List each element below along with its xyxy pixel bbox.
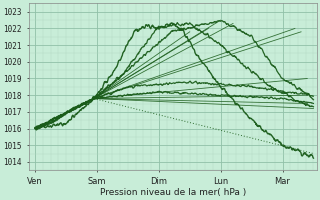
X-axis label: Pression niveau de la mer( hPa ): Pression niveau de la mer( hPa ) (100, 188, 246, 197)
